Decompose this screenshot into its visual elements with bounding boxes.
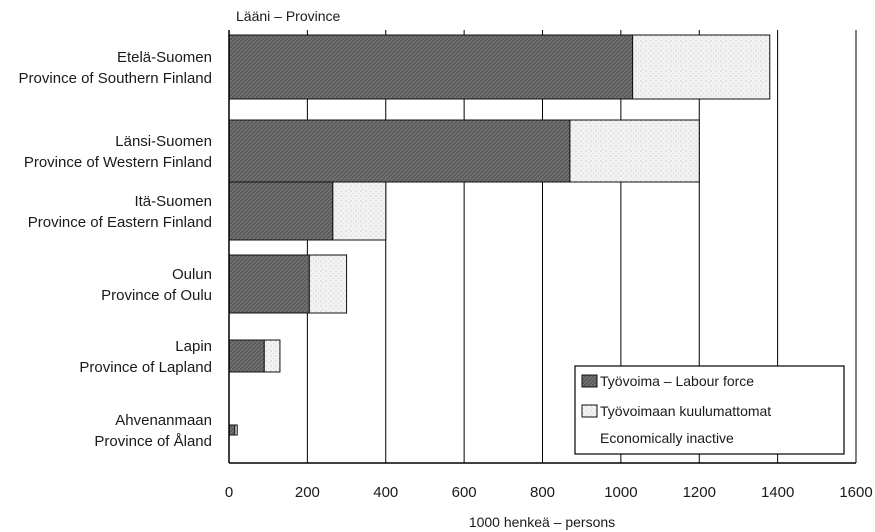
category-label-en-2: Province of Eastern Finland: [28, 214, 212, 231]
x-tick-label-800: 800: [530, 484, 555, 501]
category-label-en-5: Province of Åland: [94, 433, 212, 450]
bar-labour-force-4: [228, 339, 265, 373]
grid-lines: [228, 30, 857, 463]
bar-labour-force-3: [228, 254, 310, 314]
bar-economically-inactive-4: [263, 339, 281, 373]
bar-economically-inactive-2: [332, 181, 387, 241]
legend-swatch-labour-force: [581, 374, 598, 388]
bars: [228, 34, 771, 436]
bar-economically-inactive-5: [234, 424, 238, 436]
bar-economically-inactive-3: [308, 254, 348, 314]
y-axis-title: Lääni – Province: [236, 8, 341, 24]
x-tick-label-200: 200: [295, 484, 320, 501]
legend: Työvoima – Labour force Työvoimaan kuulum…: [574, 365, 845, 455]
category-label-fi-2: Itä-Suomen: [134, 193, 212, 210]
x-tick-label-1600: 1600: [839, 484, 872, 501]
x-tick-label-0: 0: [225, 484, 233, 501]
legend-label-economically-inactive-fi: Työvoimaan kuulumattomat: [600, 403, 771, 419]
category-label-en-3: Province of Oulu: [101, 287, 212, 304]
category-label-fi-1: Länsi-Suomen: [115, 133, 212, 150]
legend-box: [574, 365, 845, 455]
legend-label-labour-force: Työvoima – Labour force: [600, 373, 754, 389]
category-label-fi-5: Ahvenanmaan: [115, 412, 212, 429]
legend-swatch-economically-inactive: [581, 404, 598, 418]
bar-labour-force-5: [228, 424, 236, 436]
bar-labour-force-2: [228, 181, 334, 241]
x-tick-label-1400: 1400: [761, 484, 794, 501]
bar-economically-inactive-0: [632, 34, 771, 100]
category-label-en-4: Province of Lapland: [79, 359, 212, 376]
bar-labour-force-0: [228, 34, 634, 100]
category-label-fi-0: Etelä-Suomen: [117, 49, 212, 66]
category-label-en-0: Province of Southern Finland: [19, 70, 212, 87]
x-tick-label-1000: 1000: [604, 484, 637, 501]
x-tick-label-600: 600: [452, 484, 477, 501]
x-tick-label-400: 400: [373, 484, 398, 501]
category-label-fi-4: Lapin: [175, 338, 212, 355]
bar-labour-force-1: [228, 119, 571, 183]
bar-economically-inactive-1: [569, 119, 700, 183]
category-label-en-1: Province of Western Finland: [24, 154, 212, 171]
axes: Etelä-Suomen Province of Southern Finland…: [19, 8, 873, 530]
x-axis-title: 1000 henkeä – persons: [469, 514, 615, 530]
legend-label-economically-inactive-en: Economically inactive: [600, 430, 734, 446]
category-label-fi-3: Oulun: [172, 266, 212, 283]
x-tick-label-1200: 1200: [683, 484, 716, 501]
